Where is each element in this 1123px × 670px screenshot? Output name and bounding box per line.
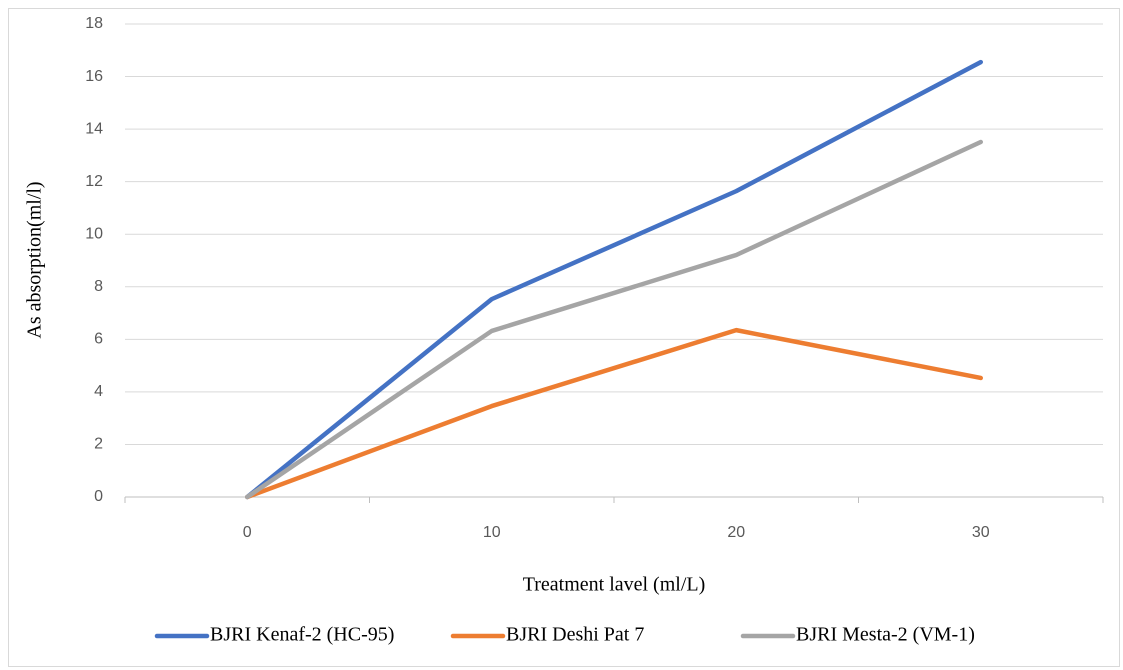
legend-label: BJRI Kenaf-2 (HC-95): [210, 624, 394, 646]
chart-border: [8, 8, 1120, 667]
y-tick-label: 12: [85, 173, 103, 190]
series-line: [245, 59, 983, 500]
series-line: [245, 139, 983, 500]
series-line: [245, 327, 983, 500]
y-tick-label: 4: [94, 383, 103, 400]
y-tick-label: 16: [85, 68, 103, 85]
legend-label: BJRI Mesta-2 (VM-1): [796, 624, 975, 646]
x-axis-title: Treatment lavel (ml/L): [523, 574, 706, 596]
y-tick-label: 10: [85, 225, 103, 242]
x-tick-label: 20: [727, 524, 745, 541]
y-tick-label: 18: [85, 15, 103, 32]
y-tick-label: 2: [94, 436, 103, 453]
y-tick-label: 8: [94, 278, 103, 295]
x-tick-label: 10: [483, 524, 501, 541]
legend-label: BJRI Deshi Pat 7: [506, 624, 644, 646]
y-tick-label: 6: [94, 331, 103, 348]
y-tick-label: 0: [94, 488, 103, 505]
x-tick-label: 30: [972, 524, 990, 541]
x-tick-label: 0: [243, 524, 252, 541]
y-tick-label: 14: [85, 120, 103, 137]
y-axis-title: As absorption(ml/l): [24, 181, 46, 338]
